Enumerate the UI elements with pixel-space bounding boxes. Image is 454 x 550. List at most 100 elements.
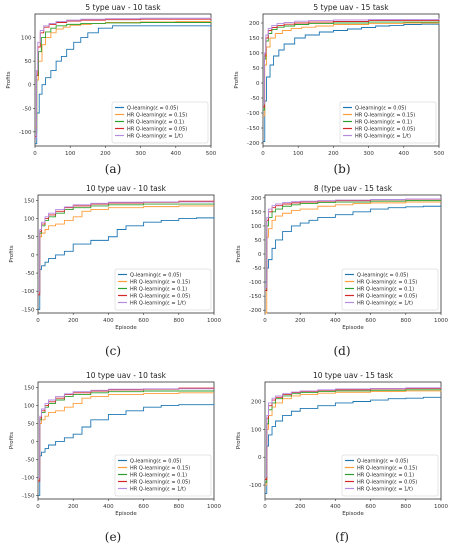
series-line-2 xyxy=(35,22,212,133)
x-tick-label: 300 xyxy=(135,151,146,157)
legend-entry-0: Q-learning(ε = 0.05) xyxy=(357,272,408,278)
series-line-0 xyxy=(265,205,441,283)
x-tick-label: 1000 xyxy=(434,504,448,510)
x-tick-label: 600 xyxy=(138,504,149,510)
y-tick-label: 50 xyxy=(28,421,35,427)
chart-title: 5 type uav - 10 task xyxy=(85,3,161,12)
legend-entry-2: HR Q-learning(ε = 0.1) xyxy=(130,472,187,478)
legend-entry-4: HR Q-learning(ε = 1/t) xyxy=(130,300,186,306)
x-tick-label: 0 xyxy=(263,318,267,324)
x-tick-label: 1000 xyxy=(207,504,221,510)
legend-entry-2: HR Q-learning(ε = 0.1) xyxy=(357,286,414,292)
y-tick-label: -100 xyxy=(247,111,260,117)
y-tick-label: 50 xyxy=(253,66,260,72)
caption-b: (b) xyxy=(333,162,351,176)
series-line-4 xyxy=(265,198,441,289)
legend-box xyxy=(114,268,212,311)
y-tick-label: 50 xyxy=(25,59,32,65)
series-line-4 xyxy=(38,388,214,478)
y-tick-label: 0 xyxy=(28,83,32,89)
x-tick-label: 100 xyxy=(65,151,76,157)
x-tick-label: 400 xyxy=(103,318,114,324)
x-tick-label: 400 xyxy=(171,151,182,157)
x-tick-label: 200 xyxy=(68,318,79,324)
y-axis-label: Profits xyxy=(234,71,240,88)
caption-e: (e) xyxy=(104,530,122,544)
x-tick-label: 500 xyxy=(434,151,445,157)
y-axis-label: Profits xyxy=(6,71,12,88)
legend-entry-4: HR Q-learning(ε = 1/t) xyxy=(130,486,186,492)
legend-box xyxy=(114,454,212,497)
legend-entry-3: HR Q-learning(ε = 0.05) xyxy=(357,293,417,299)
legend-entry-0: Q-learning(ε = 0.05) xyxy=(357,458,408,464)
y-tick-label: 200 xyxy=(251,196,262,202)
x-tick-label: 200 xyxy=(68,504,79,510)
legend-box xyxy=(341,454,439,497)
x-tick-label: 0 xyxy=(36,318,40,324)
caption-c: (c) xyxy=(104,344,122,358)
x-tick-label: 400 xyxy=(330,504,341,510)
legend-entry-3: HR Q-learning(ε = 0.05) xyxy=(357,479,417,485)
x-tick-label: 500 xyxy=(206,151,217,157)
x-axis-label: Episode xyxy=(115,511,137,517)
y-axis-label: Profits xyxy=(9,245,15,262)
x-tick-label: 0 xyxy=(33,151,37,157)
series-line-1 xyxy=(38,205,214,292)
x-tick-label: 800 xyxy=(401,318,412,324)
caption-f: (f) xyxy=(335,530,349,544)
legend-box xyxy=(339,101,437,144)
legend-entry-2: HR Q-learning(ε = 0.1) xyxy=(130,286,187,292)
x-tick-label: 400 xyxy=(399,151,410,157)
y-tick-label: 0 xyxy=(31,439,35,445)
y-tick-label: -50 xyxy=(26,457,35,463)
legend-entry-0: Q-learning(ε = 0.05) xyxy=(130,272,181,278)
y-tick-label: -150 xyxy=(22,307,35,313)
y-tick-label: 0 xyxy=(258,252,262,258)
series-line-0 xyxy=(35,25,212,145)
x-tick-label: 1000 xyxy=(207,318,221,324)
legend-entry-0: Q-learning(ε = 0.05) xyxy=(127,105,178,111)
y-tick-label: -100 xyxy=(22,475,35,481)
y-tick-label: -50 xyxy=(26,271,35,277)
y-tick-label: 200 xyxy=(251,400,262,406)
y-tick-label: -100 xyxy=(249,280,262,286)
legend-entry-1: HR Q-learning(ε = 0.15) xyxy=(357,465,417,471)
legend: Q-learning(ε = 0.05)HR Q-learning(ε = 0.… xyxy=(341,268,439,311)
series-line-4 xyxy=(263,18,440,105)
x-tick-label: 0 xyxy=(261,151,265,157)
series-line-0 xyxy=(265,396,441,494)
y-axis-label: Profits xyxy=(236,245,242,262)
series-line-4 xyxy=(38,201,214,292)
x-tick-label: 200 xyxy=(328,151,339,157)
series-line-0 xyxy=(263,23,440,142)
legend-entry-1: HR Q-learning(ε = 0.15) xyxy=(355,112,415,118)
legend-entry-2: HR Q-learning(ε = 0.1) xyxy=(127,119,184,125)
caption-a: (a) xyxy=(104,162,122,176)
legend-entry-0: Q-learning(ε = 0.05) xyxy=(130,458,181,464)
legend-entry-1: HR Q-learning(ε = 0.15) xyxy=(357,279,417,285)
chart-title: 10 type uav - 10 task xyxy=(86,371,167,380)
chart-panel-3: 8 (type uav - 15 task Profits Episode 0 200 4… xyxy=(236,184,448,331)
y-tick-label: 50 xyxy=(255,238,262,244)
legend-entry-0: Q-learning(ε = 0.05) xyxy=(355,105,406,111)
y-tick-label: -150 xyxy=(22,493,35,499)
legend-entry-4: HR Q-learning(ε = 1/t) xyxy=(127,133,183,139)
y-tick-label: -150 xyxy=(247,126,260,132)
x-tick-label: 600 xyxy=(365,504,376,510)
x-tick-label: 200 xyxy=(295,504,306,510)
chart-title: 10 type uav - 15 task xyxy=(313,371,394,380)
series-line-0 xyxy=(38,403,215,496)
legend-entry-3: HR Q-learning(ε = 0.05) xyxy=(130,293,190,299)
y-tick-label: 100 xyxy=(24,217,35,223)
series-line-0 xyxy=(38,216,215,310)
x-tick-label: 400 xyxy=(330,318,341,324)
x-tick-label: 200 xyxy=(100,151,111,157)
y-tick-label: 200 xyxy=(249,21,260,27)
y-tick-label: 150 xyxy=(24,385,35,391)
legend-entry-4: HR Q-learning(ε = 1/t) xyxy=(357,486,413,492)
legend-entry-4: HR Q-learning(ε = 1/t) xyxy=(355,133,411,139)
y-tick-label: 50 xyxy=(28,235,35,241)
legend-entry-2: HR Q-learning(ε = 0.1) xyxy=(357,472,414,478)
y-tick-label: 100 xyxy=(251,427,262,433)
